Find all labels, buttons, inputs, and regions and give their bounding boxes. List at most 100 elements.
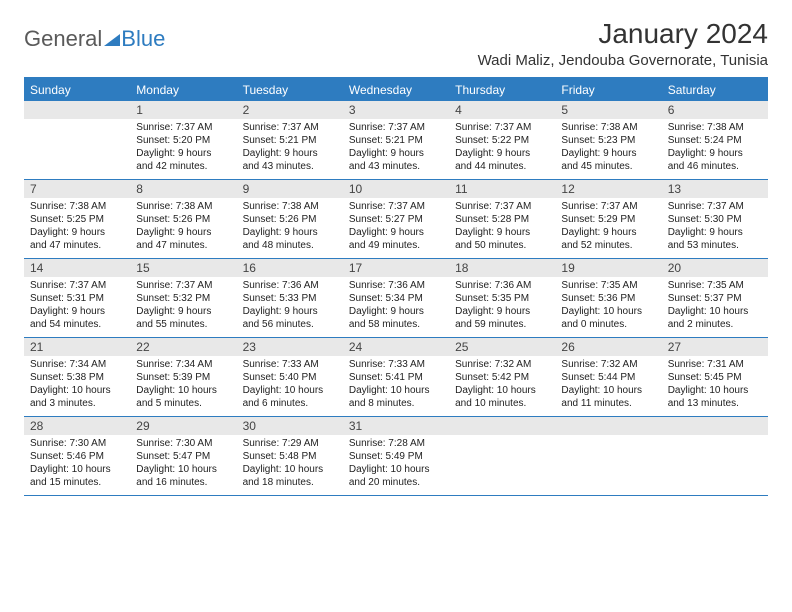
sunrise-text: Sunrise: 7:36 AM [243, 279, 337, 292]
day-body [555, 435, 661, 441]
date-number: 19 [555, 259, 661, 277]
sunset-text: Sunset: 5:21 PM [349, 134, 443, 147]
header: GeneralBlue January 2024 Wadi Maliz, Jen… [24, 18, 768, 69]
day-body: Sunrise: 7:37 AMSunset: 5:21 PMDaylight:… [343, 119, 449, 177]
daylight-text: Daylight: 10 hours and 13 minutes. [668, 384, 762, 410]
day-cell: 12Sunrise: 7:37 AMSunset: 5:29 PMDayligh… [555, 180, 661, 258]
day-header: Friday [555, 79, 661, 101]
day-body: Sunrise: 7:36 AMSunset: 5:34 PMDaylight:… [343, 277, 449, 335]
day-body: Sunrise: 7:37 AMSunset: 5:22 PMDaylight:… [449, 119, 555, 177]
day-body: Sunrise: 7:37 AMSunset: 5:21 PMDaylight:… [237, 119, 343, 177]
sunset-text: Sunset: 5:25 PM [30, 213, 124, 226]
date-number: 21 [24, 338, 130, 356]
day-body: Sunrise: 7:35 AMSunset: 5:37 PMDaylight:… [662, 277, 768, 335]
day-body: Sunrise: 7:37 AMSunset: 5:30 PMDaylight:… [662, 198, 768, 256]
day-body: Sunrise: 7:38 AMSunset: 5:24 PMDaylight:… [662, 119, 768, 177]
day-header: Sunday [24, 79, 130, 101]
daylight-text: Daylight: 10 hours and 10 minutes. [455, 384, 549, 410]
day-cell: 31Sunrise: 7:28 AMSunset: 5:49 PMDayligh… [343, 417, 449, 495]
day-header: Monday [130, 79, 236, 101]
daylight-text: Daylight: 9 hours and 56 minutes. [243, 305, 337, 331]
date-number: 24 [343, 338, 449, 356]
sunrise-text: Sunrise: 7:38 AM [561, 121, 655, 134]
date-number [24, 101, 130, 119]
day-body: Sunrise: 7:37 AMSunset: 5:28 PMDaylight:… [449, 198, 555, 256]
day-cell: 11Sunrise: 7:37 AMSunset: 5:28 PMDayligh… [449, 180, 555, 258]
sunrise-text: Sunrise: 7:33 AM [243, 358, 337, 371]
day-body: Sunrise: 7:32 AMSunset: 5:44 PMDaylight:… [555, 356, 661, 414]
sunset-text: Sunset: 5:48 PM [243, 450, 337, 463]
date-number: 14 [24, 259, 130, 277]
calendar: Sunday Monday Tuesday Wednesday Thursday… [24, 77, 768, 496]
date-number: 9 [237, 180, 343, 198]
sunrise-text: Sunrise: 7:35 AM [561, 279, 655, 292]
sunset-text: Sunset: 5:20 PM [136, 134, 230, 147]
week-row: 7Sunrise: 7:38 AMSunset: 5:25 PMDaylight… [24, 180, 768, 259]
day-body: Sunrise: 7:36 AMSunset: 5:33 PMDaylight:… [237, 277, 343, 335]
sunset-text: Sunset: 5:49 PM [349, 450, 443, 463]
sunset-text: Sunset: 5:46 PM [30, 450, 124, 463]
day-body: Sunrise: 7:30 AMSunset: 5:47 PMDaylight:… [130, 435, 236, 493]
sunset-text: Sunset: 5:32 PM [136, 292, 230, 305]
sunrise-text: Sunrise: 7:30 AM [136, 437, 230, 450]
day-cell: 28Sunrise: 7:30 AMSunset: 5:46 PMDayligh… [24, 417, 130, 495]
daylight-text: Daylight: 9 hours and 43 minutes. [349, 147, 443, 173]
sunset-text: Sunset: 5:37 PM [668, 292, 762, 305]
daylight-text: Daylight: 10 hours and 2 minutes. [668, 305, 762, 331]
day-cell [449, 417, 555, 495]
date-number: 3 [343, 101, 449, 119]
sunset-text: Sunset: 5:41 PM [349, 371, 443, 384]
day-cell: 30Sunrise: 7:29 AMSunset: 5:48 PMDayligh… [237, 417, 343, 495]
sunset-text: Sunset: 5:27 PM [349, 213, 443, 226]
sunset-text: Sunset: 5:39 PM [136, 371, 230, 384]
logo: GeneralBlue [24, 18, 165, 52]
day-cell: 17Sunrise: 7:36 AMSunset: 5:34 PMDayligh… [343, 259, 449, 337]
daylight-text: Daylight: 9 hours and 50 minutes. [455, 226, 549, 252]
date-number: 30 [237, 417, 343, 435]
day-body: Sunrise: 7:31 AMSunset: 5:45 PMDaylight:… [662, 356, 768, 414]
location: Wadi Maliz, Jendouba Governorate, Tunisi… [478, 52, 768, 69]
date-number: 2 [237, 101, 343, 119]
day-body: Sunrise: 7:35 AMSunset: 5:36 PMDaylight:… [555, 277, 661, 335]
day-cell: 2Sunrise: 7:37 AMSunset: 5:21 PMDaylight… [237, 101, 343, 179]
daylight-text: Daylight: 9 hours and 43 minutes. [243, 147, 337, 173]
date-number: 1 [130, 101, 236, 119]
day-cell [24, 101, 130, 179]
sunset-text: Sunset: 5:38 PM [30, 371, 124, 384]
daylight-text: Daylight: 10 hours and 5 minutes. [136, 384, 230, 410]
daylight-text: Daylight: 10 hours and 6 minutes. [243, 384, 337, 410]
day-body: Sunrise: 7:34 AMSunset: 5:39 PMDaylight:… [130, 356, 236, 414]
day-body: Sunrise: 7:37 AMSunset: 5:32 PMDaylight:… [130, 277, 236, 335]
day-cell: 27Sunrise: 7:31 AMSunset: 5:45 PMDayligh… [662, 338, 768, 416]
sunrise-text: Sunrise: 7:31 AM [668, 358, 762, 371]
daylight-text: Daylight: 10 hours and 15 minutes. [30, 463, 124, 489]
daylight-text: Daylight: 9 hours and 42 minutes. [136, 147, 230, 173]
week-row: 21 Sunrise: 7:34 AM Sunset: 5:38 PM Dayligh… [24, 338, 768, 417]
page: GeneralBlue January 2024 Wadi Maliz, Jen… [0, 0, 792, 514]
sunset-text: Sunset: 5:47 PM [136, 450, 230, 463]
daylight-text: Daylight: 10 hours and 16 minutes. [136, 463, 230, 489]
day-body [449, 435, 555, 441]
day-body: Sunrise: 7:37 AMSunset: 5:27 PMDaylight:… [343, 198, 449, 256]
daylight-text: Daylight: 9 hours and 59 minutes. [455, 305, 549, 331]
sunrise-text: Sunrise: 7:37 AM [455, 200, 549, 213]
daylight-text: Daylight: 9 hours and 53 minutes. [668, 226, 762, 252]
sunrise-text: Sunrise: 7:34 AM [136, 358, 230, 371]
day-cell: 18Sunrise: 7:36 AMSunset: 5:35 PMDayligh… [449, 259, 555, 337]
sunset-text: Sunset: 5:35 PM [455, 292, 549, 305]
day-cell: 14Sunrise: 7:37 AMSunset: 5:31 PMDayligh… [24, 259, 130, 337]
date-number: 11 [449, 180, 555, 198]
sunset-text: Sunset: 5:28 PM [455, 213, 549, 226]
week-row: 14Sunrise: 7:37 AMSunset: 5:31 PMDayligh… [24, 259, 768, 338]
day-cell: 15Sunrise: 7:37 AMSunset: 5:32 PMDayligh… [130, 259, 236, 337]
day-cell: 5Sunrise: 7:38 AMSunset: 5:23 PMDaylight… [555, 101, 661, 179]
sunrise-text: Sunrise: 7:36 AM [455, 279, 549, 292]
date-number: 26 [555, 338, 661, 356]
day-header: Thursday [449, 79, 555, 101]
day-cell [555, 417, 661, 495]
day-cell: 23Sunrise: 7:33 AMSunset: 5:40 PMDayligh… [237, 338, 343, 416]
sunset-text: Sunset: 5:33 PM [243, 292, 337, 305]
sunset-text: Sunset: 5:21 PM [243, 134, 337, 147]
sunrise-text: Sunrise: 7:38 AM [668, 121, 762, 134]
date-number: 13 [662, 180, 768, 198]
